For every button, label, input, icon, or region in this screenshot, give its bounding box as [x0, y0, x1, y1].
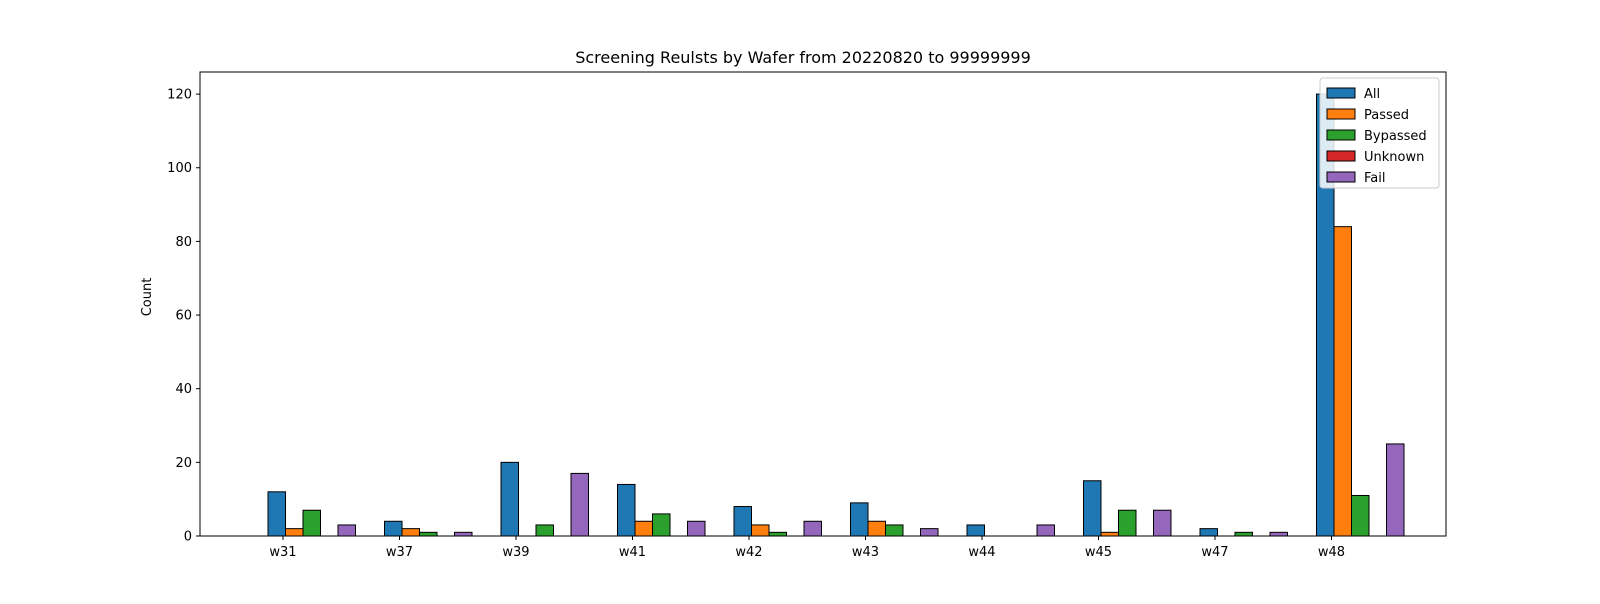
x-tick-label: w47: [1201, 545, 1228, 560]
legend-label: All: [1364, 87, 1380, 102]
y-tick-label: 120: [167, 88, 192, 103]
x-tick-label: w42: [735, 545, 762, 560]
bar-all-w31: [267, 491, 286, 537]
series-bypassed: [302, 494, 1370, 537]
bar-fail-w45: [1153, 509, 1172, 537]
legend-item-unknown: Unknown: [1326, 150, 1424, 165]
x-tick-label: w48: [1318, 545, 1345, 560]
axes-layer: 0 20 40 60 80 100 120 w31 w37 w39 w41 w42 w43 w44 w45 w…: [167, 71, 1447, 560]
x-tick-label: w37: [386, 545, 413, 560]
legend-item-fail: Fail: [1326, 171, 1385, 186]
bar-all-w37: [384, 520, 403, 537]
legend-swatch: [1326, 171, 1356, 183]
bar-bypassed-w47: [1234, 531, 1253, 537]
bar-fail-w37: [454, 531, 473, 537]
chart-title: Screening Reulsts by Wafer from 20220820…: [575, 48, 1031, 67]
bar-fail-w31: [337, 524, 356, 537]
bar-fail-w42: [803, 520, 822, 537]
bar-bypassed-w41: [652, 513, 671, 537]
bar-passed-w45: [1100, 531, 1119, 537]
bar-bypassed-w31: [302, 509, 321, 537]
bar-bypassed-w48: [1351, 494, 1370, 537]
legend-label: Unknown: [1364, 150, 1424, 165]
bar-all-w45: [1083, 480, 1102, 537]
x-tick-label: w39: [502, 545, 529, 560]
bar-fail-w41: [687, 520, 706, 537]
series-all: [267, 93, 1335, 537]
bar-all-w41: [617, 483, 636, 537]
y-tick-label: 40: [175, 382, 192, 397]
bar-fail-w43: [920, 528, 939, 537]
legend-swatch: [1326, 87, 1356, 99]
bar-passed-w37: [401, 528, 420, 537]
bar-fail-w39: [570, 472, 589, 537]
x-tick-label: w45: [1085, 545, 1112, 560]
y-axis-label: Count: [140, 278, 155, 317]
plot-frame: [199, 71, 1447, 537]
legend: All Passed Bypassed Unknown Fail: [1319, 77, 1440, 189]
bar-passed-w42: [751, 524, 770, 537]
legend-swatch: [1326, 129, 1356, 141]
bar-passed-w41: [634, 520, 653, 537]
y-tick-label: 60: [175, 309, 192, 324]
bar-bypassed-w45: [1118, 509, 1137, 537]
bar-bypassed-w37: [419, 531, 438, 537]
x-tick-label: w44: [968, 545, 995, 560]
y-tick-label: 0: [184, 530, 192, 545]
bar-passed-w31: [285, 528, 304, 537]
bar-all-w39: [500, 461, 519, 537]
bars-layer: [267, 93, 1405, 537]
bar-passed-w43: [867, 520, 886, 537]
legend-label: Bypassed: [1364, 129, 1427, 144]
bar-bypassed-w42: [768, 531, 787, 537]
bar-fail-w44: [1036, 524, 1055, 537]
legend-swatch: [1326, 150, 1356, 162]
legend-item-all: All: [1326, 87, 1380, 102]
bar-all-w47: [1199, 528, 1218, 537]
bar-fail-w48: [1386, 443, 1405, 537]
bar-fail-w47: [1269, 531, 1288, 537]
bar-all-w44: [966, 524, 985, 537]
y-tick-label: 80: [175, 235, 192, 250]
bar-all-w42: [733, 506, 752, 537]
bar-bypassed-w43: [885, 524, 904, 537]
legend-item-bypassed: Bypassed: [1326, 129, 1427, 144]
series-passed: [285, 226, 1352, 537]
legend-swatch: [1326, 108, 1356, 120]
bar-passed-w48: [1333, 226, 1352, 537]
y-tick-label: 20: [175, 456, 192, 471]
bar-bypassed-w39: [535, 524, 554, 537]
legend-label: Fail: [1364, 171, 1385, 186]
legend-label: Passed: [1364, 108, 1409, 123]
x-tick-label: w41: [619, 545, 646, 560]
bar-all-w43: [850, 502, 869, 537]
x-tick-label: w31: [269, 545, 296, 560]
y-tick-label: 100: [167, 161, 192, 176]
legend-item-passed: Passed: [1326, 108, 1409, 123]
x-tick-label: w43: [852, 545, 879, 560]
